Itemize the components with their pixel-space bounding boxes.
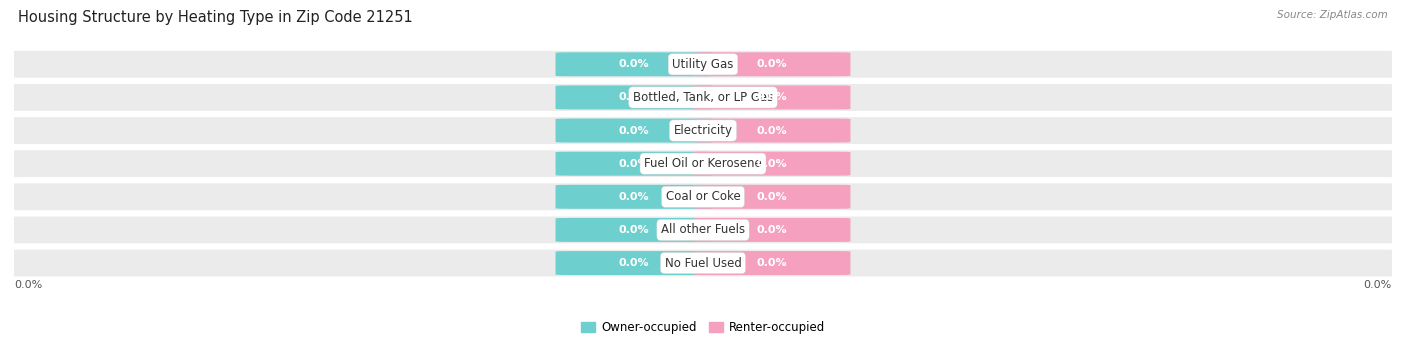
FancyBboxPatch shape (693, 86, 851, 109)
Text: 0.0%: 0.0% (756, 225, 787, 235)
Text: 0.0%: 0.0% (756, 92, 787, 102)
FancyBboxPatch shape (693, 185, 851, 209)
Text: Fuel Oil or Kerosene: Fuel Oil or Kerosene (644, 157, 762, 170)
FancyBboxPatch shape (0, 217, 1406, 243)
FancyBboxPatch shape (0, 183, 1406, 210)
FancyBboxPatch shape (0, 84, 1406, 111)
FancyBboxPatch shape (693, 152, 851, 176)
Text: No Fuel Used: No Fuel Used (665, 256, 741, 269)
Text: 0.0%: 0.0% (756, 59, 787, 69)
FancyBboxPatch shape (0, 150, 1406, 177)
Text: 0.0%: 0.0% (619, 59, 650, 69)
FancyBboxPatch shape (0, 117, 1406, 144)
Text: 0.0%: 0.0% (619, 258, 650, 268)
Text: Coal or Coke: Coal or Coke (665, 190, 741, 203)
FancyBboxPatch shape (0, 250, 1406, 277)
FancyBboxPatch shape (555, 185, 713, 209)
FancyBboxPatch shape (693, 251, 851, 275)
Text: 0.0%: 0.0% (756, 159, 787, 169)
FancyBboxPatch shape (555, 218, 713, 242)
Text: 0.0%: 0.0% (619, 92, 650, 102)
Text: 0.0%: 0.0% (619, 159, 650, 169)
FancyBboxPatch shape (555, 251, 713, 275)
Text: 0.0%: 0.0% (619, 225, 650, 235)
Text: Bottled, Tank, or LP Gas: Bottled, Tank, or LP Gas (633, 91, 773, 104)
FancyBboxPatch shape (0, 51, 1406, 78)
Text: Housing Structure by Heating Type in Zip Code 21251: Housing Structure by Heating Type in Zip… (18, 10, 413, 25)
FancyBboxPatch shape (693, 119, 851, 143)
Text: Electricity: Electricity (673, 124, 733, 137)
Text: All other Fuels: All other Fuels (661, 223, 745, 236)
Text: 0.0%: 0.0% (14, 280, 42, 290)
Text: 0.0%: 0.0% (619, 125, 650, 136)
FancyBboxPatch shape (693, 52, 851, 76)
Text: 0.0%: 0.0% (756, 258, 787, 268)
Text: 0.0%: 0.0% (619, 192, 650, 202)
Text: 0.0%: 0.0% (756, 192, 787, 202)
FancyBboxPatch shape (555, 152, 713, 176)
FancyBboxPatch shape (555, 119, 713, 143)
FancyBboxPatch shape (693, 218, 851, 242)
Text: Source: ZipAtlas.com: Source: ZipAtlas.com (1277, 10, 1388, 20)
Text: 0.0%: 0.0% (1364, 280, 1392, 290)
FancyBboxPatch shape (555, 52, 713, 76)
Text: 0.0%: 0.0% (756, 125, 787, 136)
Legend: Owner-occupied, Renter-occupied: Owner-occupied, Renter-occupied (576, 316, 830, 339)
FancyBboxPatch shape (555, 86, 713, 109)
Text: Utility Gas: Utility Gas (672, 58, 734, 71)
